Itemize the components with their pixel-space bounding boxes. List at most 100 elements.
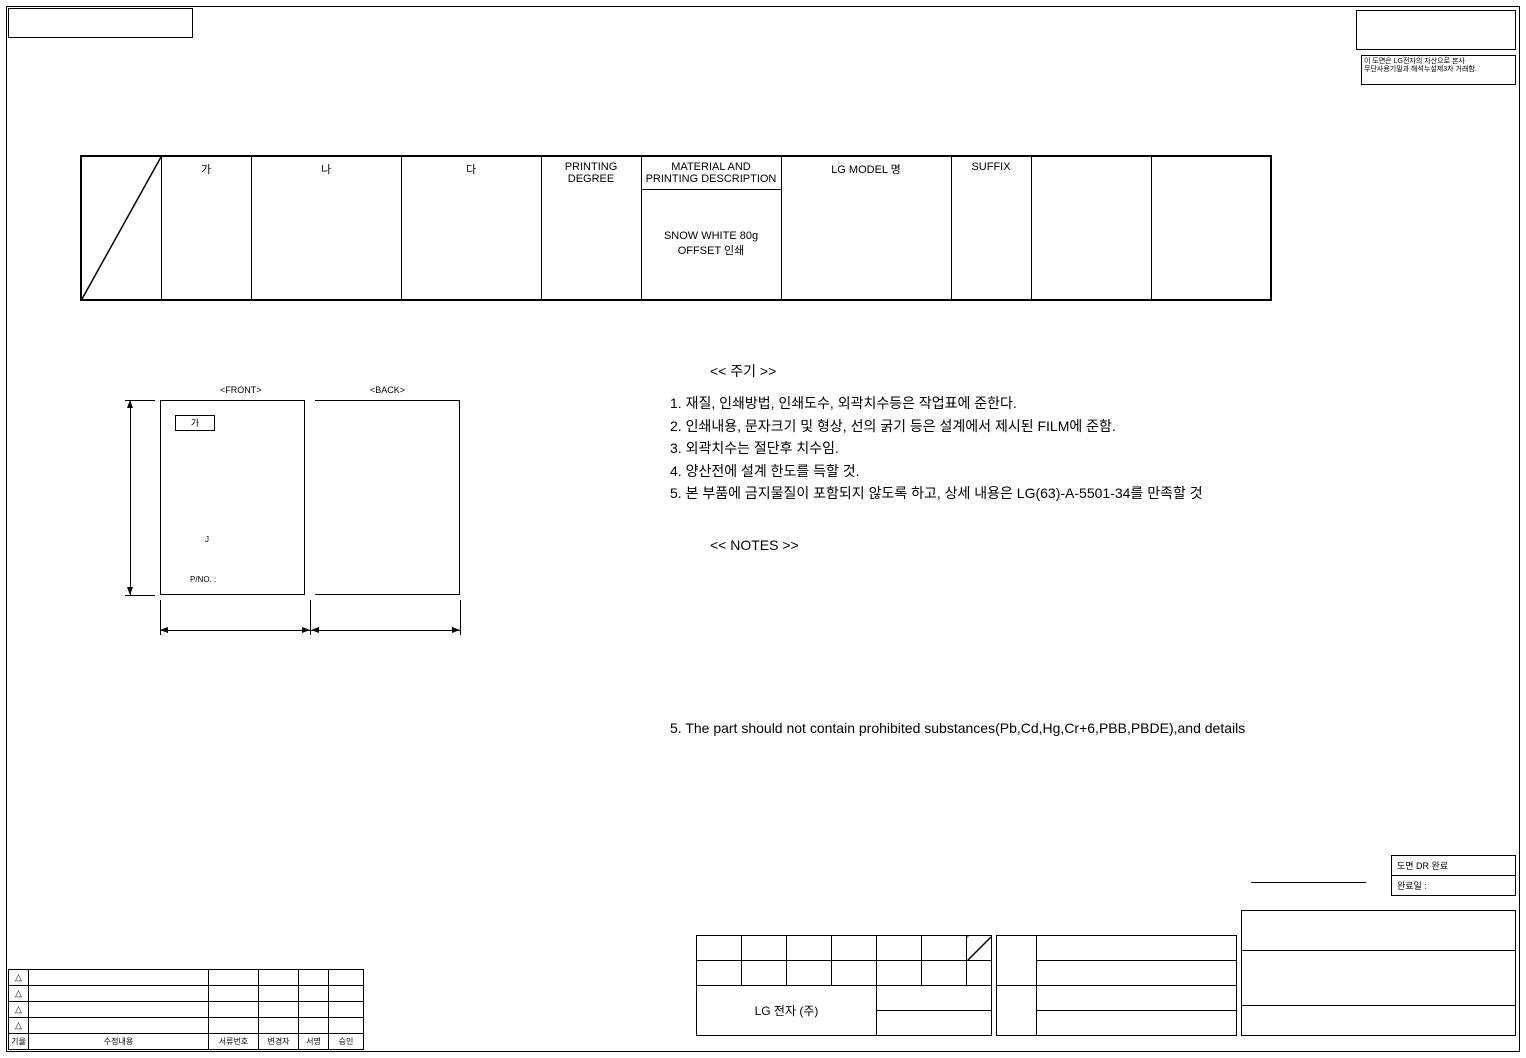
rev-tri xyxy=(9,970,29,986)
tb-cell xyxy=(697,936,742,961)
arrow-right-icon xyxy=(452,627,460,633)
spec-header-na: 나 xyxy=(251,156,401,300)
notes-en-title: << NOTES >> xyxy=(710,534,1203,556)
signature-line xyxy=(1251,882,1366,883)
spec-table: 가 나 다 PRINTING DEGREE MATERIAL AND PRINT… xyxy=(80,155,1272,301)
arrow-right-m1-icon xyxy=(302,627,310,633)
tb-row xyxy=(1242,1006,1516,1036)
rev-changer xyxy=(259,970,299,986)
rev-approve xyxy=(329,970,364,986)
tb-cell xyxy=(922,961,967,986)
tb-right-grid xyxy=(1241,910,1516,1036)
rev-approve xyxy=(329,986,364,1002)
confidential-line2: 무단사용기밀과 해석누설제3자 거래함. xyxy=(1364,66,1513,74)
notes-ko-title: << 주기 >> xyxy=(710,360,1203,382)
dr-complete-box: 도면 DR 완료 완료일 : xyxy=(1391,855,1516,896)
rev-changer xyxy=(259,1002,299,1018)
pno-label: P/NO. : xyxy=(190,575,216,584)
tb-cell xyxy=(1037,936,1237,961)
tb-cell xyxy=(742,936,787,961)
rev-desc xyxy=(29,1018,209,1034)
tb-row: LG 전자 (주) xyxy=(697,986,992,1011)
complete-date-label: 완료일 : xyxy=(1392,876,1515,895)
note-ko-5: 5. 본 부품에 금지물질이 포함되지 않도록 하고, 상세 내용은 LG(63… xyxy=(670,482,1203,504)
rev-header-row: 기율 수정내용 서류번호 변경자 서명 승인 xyxy=(9,1034,364,1050)
back-panel xyxy=(315,400,460,595)
rev-h-changer: 변경자 xyxy=(259,1034,299,1050)
title-block: 도면 DR 완료 완료일 : LG 전자 (주) xyxy=(696,910,1516,1050)
rev-row xyxy=(9,1018,364,1034)
dim-v-line xyxy=(130,400,131,595)
rev-h-sign: 서명 xyxy=(299,1034,329,1050)
note-ko-3: 3. 외곽치수는 절단후 치수임. xyxy=(670,437,1203,459)
j-mark: J xyxy=(205,535,209,544)
tb-row xyxy=(1242,911,1516,951)
rev-docno xyxy=(209,1002,259,1018)
note-en-5: 5. The part should not contain prohibite… xyxy=(670,720,1245,736)
confidential-note: 이 도면은 LG전자의 자산으로 본사 무단사용기밀과 해석누설제3자 거래함. xyxy=(1361,55,1516,85)
front-label: <FRONT> xyxy=(220,385,262,395)
tb-cell xyxy=(877,986,992,1011)
rev-row xyxy=(9,1002,364,1018)
revision-table: 기율 수정내용 서류번호 변경자 서명 승인 xyxy=(8,969,364,1050)
dim-h-ext-r xyxy=(460,600,461,635)
rev-changer xyxy=(259,986,299,1002)
spec-header-printing-degree: PRINTING DEGREE xyxy=(541,156,641,300)
tb-left-grid: LG 전자 (주) xyxy=(696,935,992,1036)
rev-h-mark: 기율 xyxy=(9,1034,29,1050)
tb-cell xyxy=(1037,1011,1237,1036)
rev-tri xyxy=(9,1002,29,1018)
rev-tri xyxy=(9,1018,29,1034)
rev-docno xyxy=(209,970,259,986)
dim-v-ext-bot xyxy=(125,595,155,596)
sketch-area: <FRONT> <BACK> 가 J P/NO. : xyxy=(120,380,480,650)
tb-cell xyxy=(742,961,787,986)
rev-docno xyxy=(209,1018,259,1034)
note-ko-2: 2. 인쇄내용, 문자크기 및 형상, 선의 굵기 등은 설계에서 제시된 FI… xyxy=(670,415,1203,437)
tb-cell-diag xyxy=(967,936,992,961)
spec-table-header-row: 가 나 다 PRINTING DEGREE MATERIAL AND PRINT… xyxy=(81,156,1271,190)
arrow-up-icon xyxy=(127,400,133,408)
top-left-title-box xyxy=(8,8,193,38)
spec-header-material: MATERIAL AND PRINTING DESCRIPTION xyxy=(641,156,781,190)
rev-h-docno: 서류번호 xyxy=(209,1034,259,1050)
arrow-down-icon xyxy=(127,587,133,595)
arrow-left-icon xyxy=(160,627,168,633)
spec-material-value: SNOW WHITE 80g OFFSET 인쇄 xyxy=(641,190,781,300)
spec-header-model: LG MODEL 명 xyxy=(781,156,951,300)
rev-desc xyxy=(29,986,209,1002)
rev-desc xyxy=(29,970,209,986)
tb-row xyxy=(697,961,992,986)
tb-row xyxy=(997,986,1237,1011)
rev-changer xyxy=(259,1018,299,1034)
spec-header-blank2 xyxy=(1151,156,1271,300)
tb-cell xyxy=(832,961,877,986)
tb-row xyxy=(1242,951,1516,1006)
tb-cell xyxy=(1242,911,1516,951)
rev-approve xyxy=(329,1018,364,1034)
tb-cell xyxy=(997,936,1037,986)
company-name: LG 전자 (주) xyxy=(697,986,877,1036)
rev-row xyxy=(9,970,364,986)
rev-sign xyxy=(299,986,329,1002)
tb-cell xyxy=(877,1011,992,1036)
ga-box: 가 xyxy=(175,415,215,431)
tb-mid-grid xyxy=(996,935,1237,1036)
tb-cell xyxy=(697,961,742,986)
tb-cell xyxy=(787,936,832,961)
tb-row xyxy=(997,936,1237,961)
arrow-left-m2-icon xyxy=(311,627,319,633)
tb-cell xyxy=(787,961,832,986)
rev-sign xyxy=(299,970,329,986)
rev-tri xyxy=(9,986,29,1002)
dr-complete-label: 도면 DR 완료 xyxy=(1392,856,1515,876)
rev-h-desc: 수정내용 xyxy=(29,1034,209,1050)
tb-cell xyxy=(1242,951,1516,1006)
tb-cell xyxy=(1242,1006,1516,1036)
rev-row xyxy=(9,986,364,1002)
spec-header-blank1 xyxy=(1031,156,1151,300)
tb-cell xyxy=(1037,986,1237,1011)
note-ko-4: 4. 양산전에 설계 한도를 득할 것. xyxy=(670,460,1203,482)
tb-cell xyxy=(997,986,1037,1036)
spec-header-da: 다 xyxy=(401,156,541,300)
